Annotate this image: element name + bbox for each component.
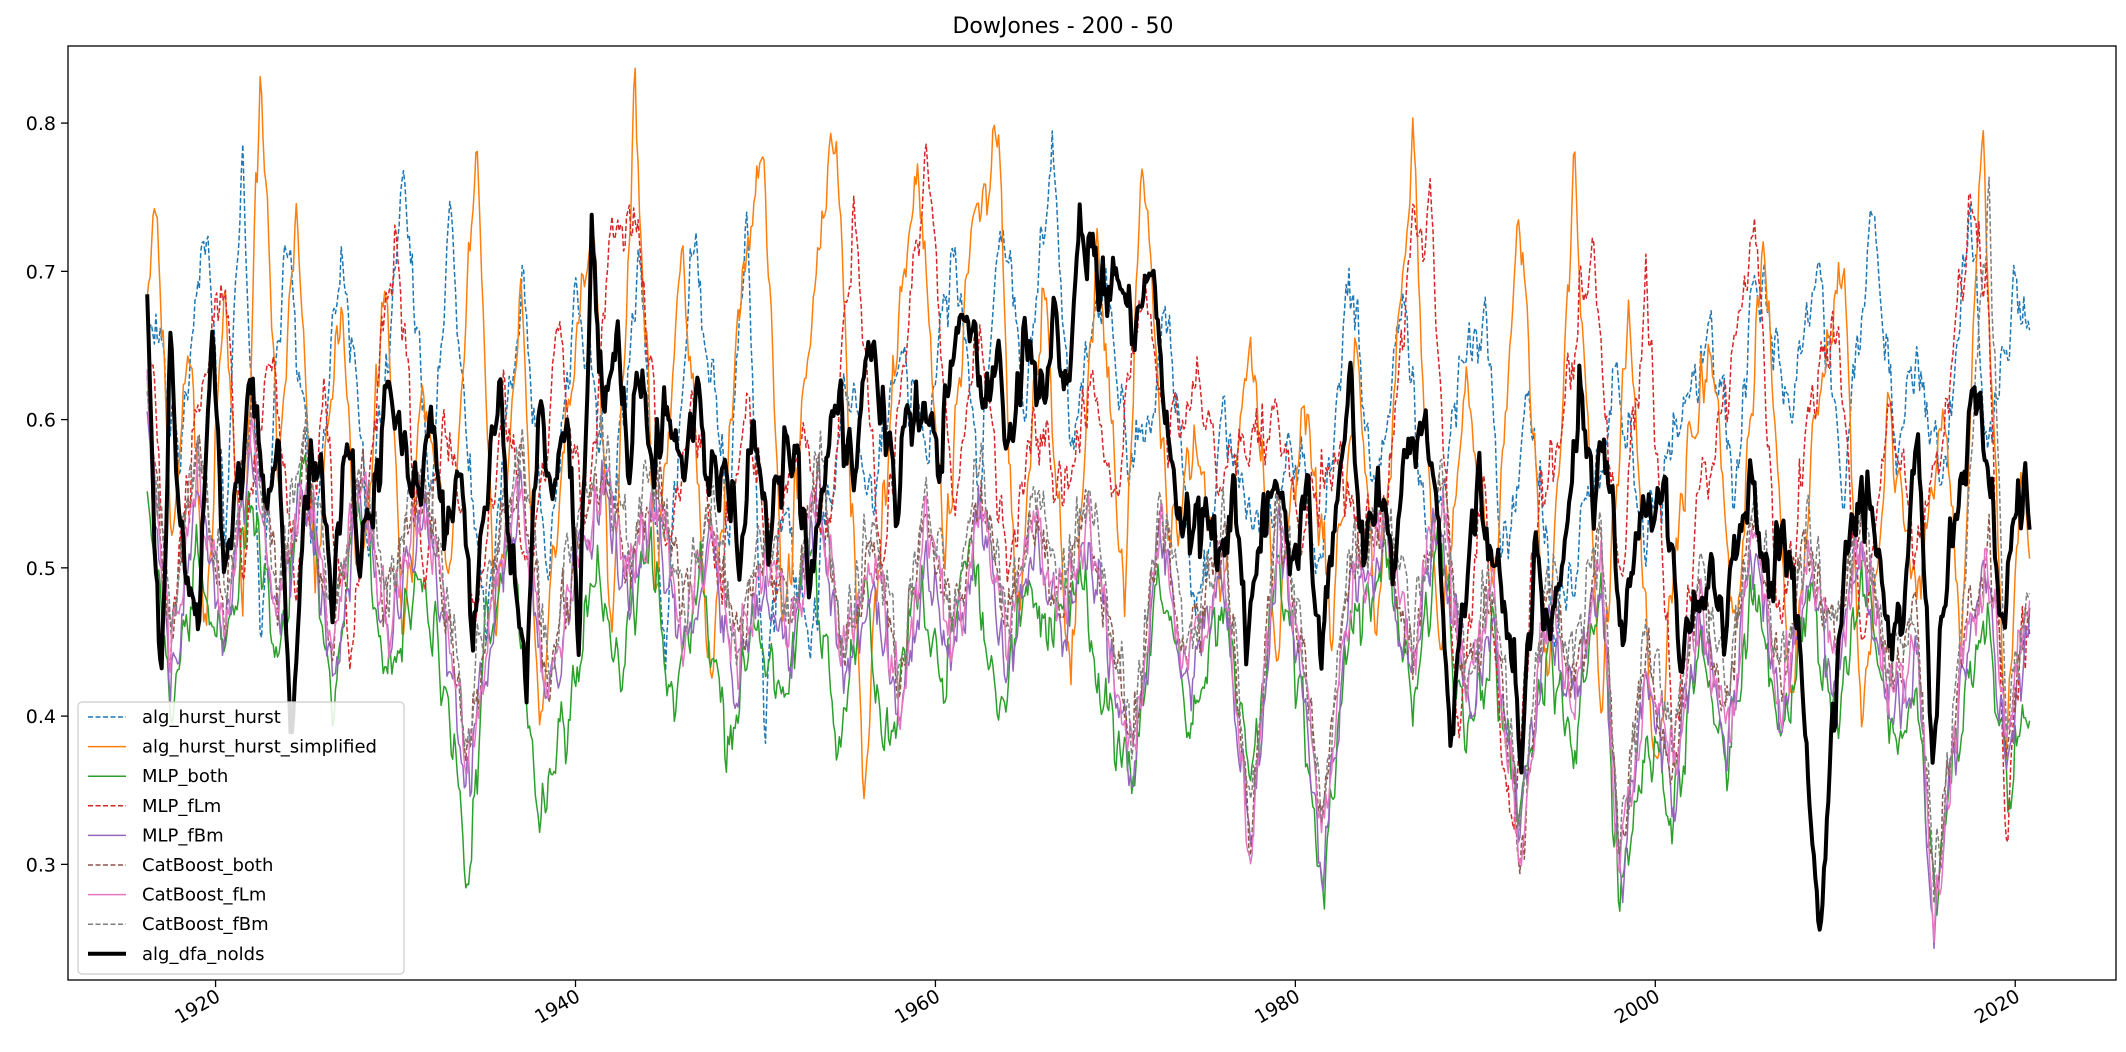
legend-label: alg_dfa_nolds <box>142 944 264 965</box>
series-lines <box>145 67 2032 950</box>
y-tick-label: 0.6 <box>26 410 56 432</box>
plot-area-frame <box>67 45 2117 981</box>
y-tick-label: 0.3 <box>26 854 56 876</box>
legend-label: MLP_fBm <box>142 825 224 846</box>
series-line-mlp-both <box>146 454 2031 916</box>
legend: alg_hurst_hurst alg_hurst_hurst_simplifie… <box>77 701 405 975</box>
legend-label: alg_hurst_hurst <box>142 707 281 728</box>
legend-label: alg_hurst_hurst_simplified <box>142 737 377 758</box>
y-tick-label: 0.7 <box>26 261 56 283</box>
series-line-alg-hurst-hurst-simplified <box>146 67 2031 800</box>
series-line-mlp-flm <box>146 143 2031 843</box>
legend-label: CatBoost_fLm <box>142 885 266 906</box>
series-line-catboost-fbm <box>146 176 2031 905</box>
legend-label: MLP_both <box>142 766 228 787</box>
y-tick-label: 0.8 <box>26 113 56 135</box>
legend-label: MLP_fLm <box>142 796 221 817</box>
y-tick-label: 0.4 <box>26 706 56 728</box>
series-line-mlp-fbm <box>146 411 2031 950</box>
legend-label: CatBoost_both <box>142 855 273 876</box>
series-line-alg-dfa-nolds <box>145 202 2032 932</box>
legend-label: CatBoost_fBm <box>142 914 269 935</box>
y-tick-label: 0.5 <box>26 558 56 580</box>
legend-box <box>77 701 405 975</box>
chart-title: DowJones - 200 - 50 <box>952 14 1173 39</box>
